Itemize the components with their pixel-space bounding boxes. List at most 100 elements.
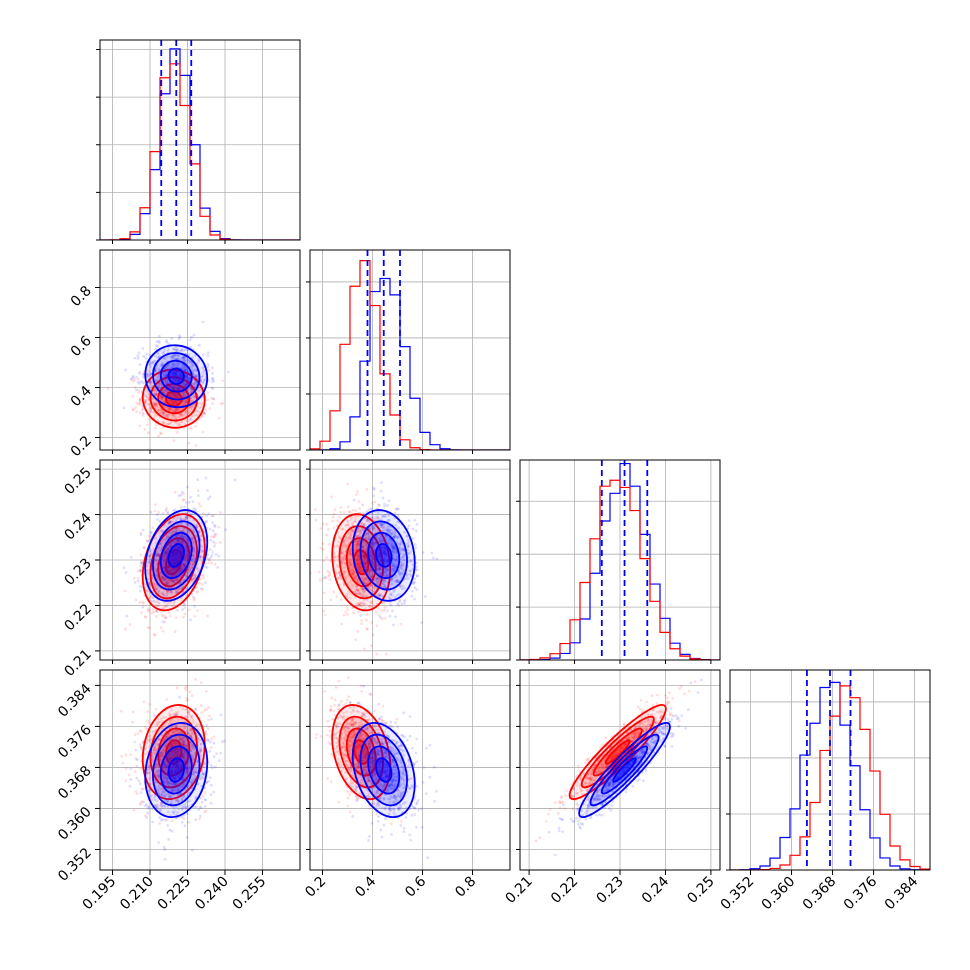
scatter-point-blue (183, 505, 187, 509)
scatter-point-blue (190, 366, 194, 369)
scatter-point-blue (184, 515, 188, 519)
scatter-point-blue (407, 541, 411, 544)
scatter-point-blue (395, 550, 398, 554)
scatter-point-blue (195, 408, 199, 412)
scatter-point-red (210, 396, 213, 400)
scatter-point-blue (415, 574, 419, 578)
scatter-point-red (342, 556, 346, 560)
scatter-point-blue (154, 378, 158, 382)
scatter-point-red (362, 553, 366, 557)
scatter-point-red (154, 392, 158, 396)
scatter-point-blue (162, 594, 166, 597)
scatter-point-blue (398, 572, 401, 576)
scatter-point-red (137, 388, 141, 392)
scatter-point-red (183, 755, 187, 759)
scatter-point-blue (182, 391, 185, 395)
scatter-point-blue (183, 348, 187, 352)
scatter-point-blue (385, 530, 389, 534)
scatter-point-blue (359, 529, 362, 533)
scatter-point-red (184, 751, 188, 755)
scatter-point-blue (167, 546, 171, 550)
scatter-point-blue (155, 559, 159, 562)
scatter-point-blue (390, 544, 394, 548)
scatter-point-blue (164, 616, 168, 620)
contour-line-blue (367, 531, 401, 580)
scatter-point-blue (172, 579, 176, 583)
scatter-point-blue (368, 573, 372, 577)
scatter-point-red (351, 523, 355, 527)
scatter-point-red (182, 382, 186, 385)
scatter-point-blue (144, 356, 148, 360)
scatter-point-blue (415, 565, 418, 569)
scatter-point-blue (190, 335, 193, 339)
scatter-point-red (153, 582, 157, 586)
scatter-point-red (382, 578, 386, 582)
scatter-point-red (152, 610, 156, 614)
scatter-point-red (106, 387, 110, 390)
scatter-point-red (213, 562, 217, 566)
scatter-point-red (145, 423, 149, 427)
scatter-point-red (336, 563, 339, 567)
scatter-point-red (363, 556, 367, 560)
scatter-point-red (176, 748, 180, 752)
scatter-point-blue (386, 574, 390, 578)
scatter-point-blue (165, 604, 169, 608)
scatter-point-red (162, 557, 166, 561)
scatter-point-blue (385, 575, 388, 578)
scatter-point-blue (179, 387, 183, 391)
scatter-point-red (199, 681, 203, 684)
scatter-point-blue (342, 539, 346, 543)
scatter-point-red (162, 556, 166, 560)
scatter-point-blue (173, 354, 177, 358)
scatter-point-red (355, 588, 359, 592)
scatter-point-blue (383, 578, 387, 582)
scatter-point-red (182, 727, 186, 730)
scatter-point-blue (368, 527, 372, 531)
scatter-point-blue (164, 381, 168, 385)
scatter-point-blue (389, 593, 392, 597)
scatter-point-blue (169, 386, 173, 390)
scatter-point-red (348, 592, 352, 596)
scatter-point-red (207, 705, 211, 709)
scatter-point-blue (187, 530, 190, 534)
scatter-point-red (174, 551, 178, 555)
scatter-point-red (184, 410, 188, 413)
scatter-point-red (165, 778, 169, 782)
scatter-point-blue (191, 559, 194, 563)
scatter-point-blue (185, 552, 188, 556)
scatter-point-blue (396, 580, 400, 583)
scatter-point-blue (187, 377, 191, 380)
scatter-point-blue (386, 525, 390, 528)
scatter-point-red (357, 603, 361, 607)
scatter-point-red (173, 392, 176, 396)
scatter-point-blue (188, 361, 192, 365)
scatter-point-red (192, 540, 195, 543)
scatter-point-red (376, 516, 379, 520)
scatter-point-blue (392, 567, 396, 571)
scatter-point-blue (404, 577, 408, 581)
scatter-point-red (356, 563, 360, 567)
scatter-point-blue (170, 393, 174, 397)
scatter-point-red (154, 749, 158, 753)
scatter-point-blue (136, 380, 140, 384)
scatter-point-red (362, 647, 366, 651)
scatter-point-red (172, 719, 176, 723)
scatter-point-red (172, 385, 176, 389)
scatter-point-blue (171, 400, 175, 404)
scatter-point-red (159, 802, 163, 805)
scatter-point-blue (148, 558, 152, 561)
scatter-point-red (363, 594, 367, 598)
scatter-point-red (362, 554, 366, 558)
scatter-point-blue (181, 395, 185, 399)
scatter-point-red (341, 542, 345, 545)
scatter-point-red (364, 556, 367, 560)
scatter-point-red (194, 374, 198, 378)
scatter-point-blue (396, 602, 399, 605)
scatter-point-blue (173, 373, 177, 377)
scatter-point-blue (185, 549, 188, 552)
scatter-point-red (153, 557, 157, 561)
scatter-point-blue (389, 532, 393, 536)
scatter-point-red (174, 741, 178, 744)
scatter-point-red (170, 744, 173, 747)
scatter-point-red (198, 750, 202, 754)
